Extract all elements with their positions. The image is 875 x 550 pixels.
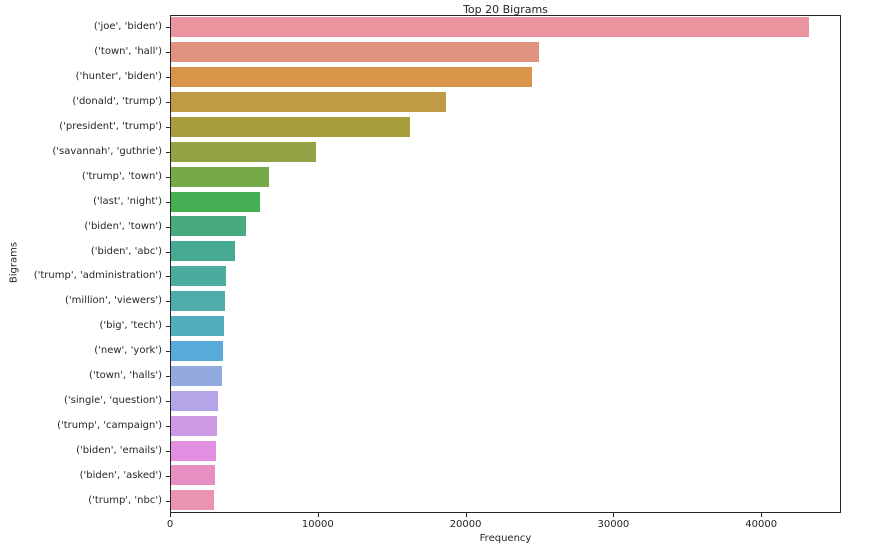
y-tick-mark	[166, 226, 170, 228]
chart-title: Top 20 Bigrams	[463, 3, 548, 16]
x-axis-label: Frequency	[479, 533, 532, 544]
x-tick-label: 10000	[301, 519, 334, 530]
y-tick-mark	[166, 151, 170, 153]
y-tick-mark	[166, 475, 170, 477]
bar	[171, 191, 260, 212]
bar	[171, 415, 217, 436]
y-tick-label: ('donald', 'trump')	[72, 96, 162, 108]
bar	[171, 490, 214, 511]
y-tick-label: ('million', 'viewers')	[65, 295, 162, 307]
y-axis-label: Bigrams	[8, 241, 20, 284]
y-tick-label: ('joe', 'biden')	[93, 21, 162, 33]
y-tick-mark	[166, 201, 170, 203]
bar	[171, 465, 216, 486]
y-tick-label: ('biden', 'asked')	[79, 469, 162, 481]
y-tick-mark	[166, 425, 170, 427]
bar	[171, 67, 532, 88]
bar	[171, 316, 225, 337]
y-tick-label: ('biden', 'town')	[84, 220, 162, 232]
bar	[171, 17, 810, 38]
y-tick-label: ('savannah', 'guthrie')	[52, 145, 162, 157]
y-tick-mark	[166, 102, 170, 104]
y-tick-label: ('new', 'york')	[94, 345, 162, 357]
y-tick-mark	[166, 351, 170, 353]
bar	[171, 440, 217, 461]
y-tick-mark	[166, 52, 170, 54]
x-tick-mark	[317, 513, 319, 517]
y-tick-mark	[166, 251, 170, 253]
y-tick-label: ('last', 'night')	[93, 195, 162, 207]
bar	[171, 216, 247, 237]
bar	[171, 241, 235, 262]
x-tick-label: 0	[166, 519, 174, 530]
y-tick-mark	[166, 176, 170, 178]
x-tick-label: 20000	[449, 519, 482, 530]
y-tick-mark	[166, 301, 170, 303]
y-tick-label: ('trump', 'nbc')	[88, 494, 162, 506]
bar	[171, 91, 446, 112]
bar	[171, 340, 223, 361]
bar	[171, 291, 226, 312]
bar	[171, 141, 316, 162]
plot-area	[170, 15, 841, 513]
y-tick-label: ('town', 'halls')	[89, 370, 162, 382]
y-tick-label: ('single', 'question')	[64, 394, 162, 406]
bar	[171, 390, 218, 411]
y-tick-mark	[166, 276, 170, 278]
x-tick-label: 40000	[745, 519, 778, 530]
y-tick-mark	[166, 127, 170, 129]
y-tick-label: ('president', 'trump')	[59, 121, 162, 133]
y-tick-label: ('town', 'hall')	[94, 46, 162, 58]
y-tick-label: ('trump', 'town')	[81, 170, 162, 182]
y-tick-mark	[166, 500, 170, 502]
y-tick-mark	[166, 27, 170, 29]
bar	[171, 166, 269, 187]
x-tick-mark	[170, 513, 171, 517]
y-tick-label: ('big', 'tech')	[99, 320, 162, 332]
x-tick-mark	[465, 513, 467, 517]
bar	[171, 266, 226, 287]
y-tick-label: ('biden', 'abc')	[90, 245, 162, 257]
y-tick-label: ('hunter', 'biden')	[75, 71, 162, 83]
bar	[171, 116, 411, 137]
y-tick-label: ('biden', 'emails')	[76, 444, 162, 456]
y-tick-mark	[166, 450, 170, 452]
y-tick-label: ('trump', 'campaign')	[57, 419, 162, 431]
y-tick-mark	[166, 326, 170, 328]
x-tick-label: 30000	[597, 519, 630, 530]
x-tick-mark	[613, 513, 615, 517]
bar	[171, 365, 222, 386]
y-tick-label: ('trump', 'administration')	[33, 270, 162, 282]
x-tick-mark	[761, 513, 763, 517]
y-tick-mark	[166, 400, 170, 402]
y-tick-mark	[166, 77, 170, 79]
y-tick-mark	[166, 376, 170, 378]
bar	[171, 42, 539, 63]
